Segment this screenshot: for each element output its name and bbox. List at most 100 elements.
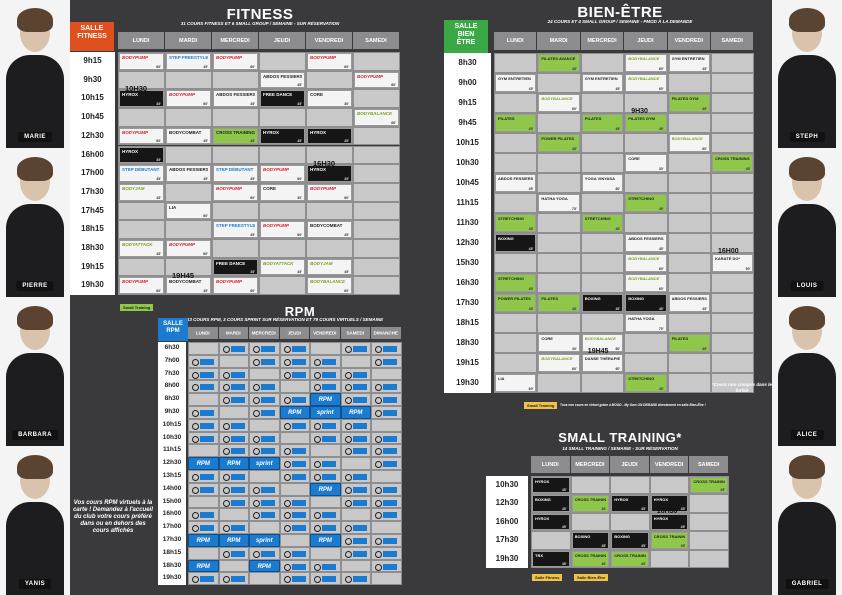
rpm-live-class[interactable]: RPM <box>188 559 219 573</box>
class-slot[interactable]: BODYCOMBAT 45' <box>166 277 211 295</box>
class-slot[interactable]: CORE 30' <box>307 90 352 108</box>
class-slot[interactable]: STEP DÉBUTANT 45' <box>213 165 258 182</box>
class-slot[interactable]: BODYCOMBAT 45' <box>307 221 352 238</box>
rpm-virtual-slot[interactable] <box>188 354 219 368</box>
class-slot[interactable]: ABDOS FESSIERS CUISSES 45' <box>495 174 537 192</box>
rpm-live-class[interactable]: RPM <box>310 534 341 547</box>
rpm-virtual-slot[interactable] <box>340 470 371 483</box>
rpm-virtual-slot[interactable] <box>371 444 402 458</box>
class-slot[interactable]: BODYBALANCE 60' <box>668 134 710 152</box>
rpm-live-class[interactable]: RPM <box>218 457 249 470</box>
rpm-virtual-slot[interactable] <box>279 444 310 458</box>
rpm-virtual-slot[interactable] <box>249 380 280 394</box>
class-slot[interactable]: BODYPUMP 60' <box>119 277 164 295</box>
class-slot[interactable]: BODYBALANCE 60' <box>581 334 624 352</box>
rpm-virtual-slot[interactable] <box>218 546 249 560</box>
rpm-virtual-slot[interactable] <box>279 457 310 470</box>
class-slot[interactable]: BODYATTACK 45' <box>119 240 164 257</box>
rpm-virtual-slot[interactable] <box>279 508 310 522</box>
class-slot[interactable]: KARATÉ DO* 90' <box>712 254 754 272</box>
class-slot[interactable]: STRETCHING 45' <box>625 374 667 392</box>
rpm-virtual-slot[interactable] <box>340 431 371 445</box>
rpm-virtual-slot[interactable] <box>279 495 310 509</box>
rpm-virtual-slot[interactable] <box>340 342 371 355</box>
class-slot[interactable]: BODYCOMBAT 45' <box>166 127 211 145</box>
class-slot[interactable]: BODYPUMP 60' <box>260 165 305 182</box>
rpm-virtual-slot[interactable] <box>218 495 249 509</box>
rpm-virtual-slot[interactable] <box>188 521 219 534</box>
rpm-virtual-slot[interactable] <box>188 508 219 522</box>
class-slot[interactable]: HYROX 45' <box>260 127 305 145</box>
class-slot[interactable]: ABDOS FESSIERS CUISSES 45' <box>213 90 258 108</box>
rpm-virtual-slot[interactable] <box>340 482 371 496</box>
class-slot[interactable]: STEP FREESTYLE 45' <box>213 221 258 238</box>
rpm-virtual-slot[interactable] <box>279 546 310 560</box>
class-slot[interactable]: PILATES GYM 45' <box>625 114 667 132</box>
rpm-live-class[interactable]: RPM <box>249 559 280 573</box>
class-slot[interactable]: ABDOS FESSIERS CUISSES 45' <box>166 165 211 182</box>
rpm-virtual-slot[interactable] <box>279 354 310 368</box>
rpm-virtual-slot[interactable] <box>218 521 249 534</box>
class-slot[interactable]: YOGA VINYASA 60' <box>581 174 624 192</box>
rpm-virtual-slot[interactable] <box>249 444 280 458</box>
class-slot[interactable]: GYM ENTRETIEN 45' <box>495 74 537 92</box>
class-slot[interactable]: DANSE THÉRAPIE* 60' <box>581 354 624 372</box>
class-slot[interactable]: BODYBALANCE 60' <box>625 254 667 272</box>
rpm-virtual-slot[interactable] <box>218 482 249 496</box>
rpm-virtual-slot[interactable] <box>279 342 310 355</box>
rpm-virtual-slot[interactable] <box>371 546 402 560</box>
class-slot[interactable]: BODYBALANCE 60' <box>354 109 399 126</box>
class-slot[interactable]: BODYPUMP 60' <box>307 53 352 70</box>
rpm-virtual-slot[interactable] <box>371 482 402 496</box>
rpm-virtual-slot[interactable] <box>218 393 249 406</box>
rpm-virtual-slot[interactable] <box>371 559 402 573</box>
rpm-virtual-slot[interactable] <box>310 457 341 470</box>
class-slot[interactable]: STEP DÉBUTANT 45' <box>119 165 164 182</box>
rpm-live-class[interactable]: sprint <box>249 457 280 470</box>
class-slot[interactable]: BODYBALANCE 60' <box>538 94 580 112</box>
rpm-virtual-slot[interactable] <box>371 406 402 419</box>
class-slot[interactable]: TRX 45' <box>532 550 570 567</box>
class-slot[interactable]: HYROX 45' <box>611 495 649 512</box>
class-slot[interactable]: FREE DANCE 45' <box>260 90 305 108</box>
class-slot[interactable]: BODYPUMP 60' <box>213 183 258 201</box>
rpm-virtual-slot[interactable] <box>249 406 280 419</box>
rpm-virtual-slot[interactable] <box>371 431 402 445</box>
rpm-virtual-slot[interactable] <box>371 508 402 522</box>
rpm-virtual-slot[interactable] <box>310 470 341 483</box>
rpm-virtual-slot[interactable] <box>340 495 371 509</box>
class-slot[interactable]: CORE 30' <box>538 334 580 352</box>
class-slot[interactable]: PILATES GYM 45' <box>668 94 710 112</box>
rpm-virtual-slot[interactable] <box>249 508 280 522</box>
class-slot[interactable]: BOXING 45' <box>611 532 649 549</box>
rpm-virtual-slot[interactable] <box>249 482 280 496</box>
rpm-virtual-slot[interactable] <box>340 367 371 381</box>
class-slot[interactable]: BODYPUMP 60' <box>354 71 399 89</box>
class-slot[interactable]: BOXING 45' <box>571 532 610 549</box>
class-slot[interactable]: CROSS TRAINING 45' <box>650 532 689 549</box>
class-slot[interactable]: PILATES AVANCÉ 45' <box>538 54 580 72</box>
class-slot[interactable]: STRETCHING 45' <box>495 214 537 232</box>
rpm-virtual-slot[interactable] <box>310 559 341 573</box>
class-slot[interactable]: POWER PILATES 45' <box>538 134 580 152</box>
class-slot[interactable]: LIA 60' <box>166 202 211 220</box>
rpm-virtual-slot[interactable] <box>371 495 402 509</box>
rpm-virtual-slot[interactable] <box>249 393 280 406</box>
rpm-virtual-slot[interactable] <box>218 418 249 432</box>
rpm-virtual-slot[interactable] <box>340 546 371 560</box>
rpm-live-class[interactable]: RPM <box>340 406 371 419</box>
rpm-virtual-slot[interactable] <box>310 521 341 534</box>
class-slot[interactable]: PILATES 45' <box>581 114 624 132</box>
class-slot[interactable]: CROSS TRAINING 45' <box>571 550 610 567</box>
class-slot[interactable]: STRETCHING 45' <box>495 274 537 292</box>
class-slot[interactable]: BODYBALANCE 60' <box>625 54 667 72</box>
class-slot[interactable]: BODYBALANCE 60' <box>538 354 580 372</box>
class-slot[interactable]: CROSS TRAINING 45' <box>571 495 610 512</box>
rpm-live-class[interactable]: RPM <box>279 406 310 419</box>
rpm-virtual-slot[interactable] <box>310 354 341 368</box>
class-slot[interactable]: CROSS TRAINING 45' <box>611 550 649 567</box>
rpm-virtual-slot[interactable] <box>188 380 219 394</box>
rpm-virtual-slot[interactable] <box>249 342 280 355</box>
rpm-virtual-slot[interactable] <box>310 572 341 586</box>
rpm-live-class[interactable]: RPM <box>310 393 341 406</box>
